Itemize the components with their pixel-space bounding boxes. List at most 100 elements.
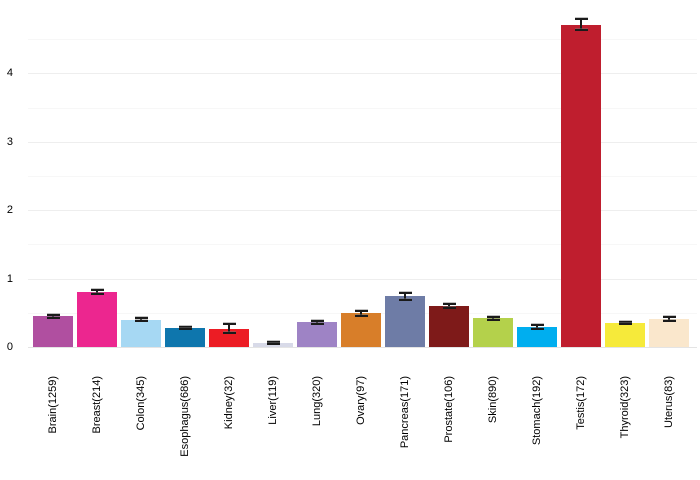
error-bar-top-cap-brain xyxy=(46,313,60,316)
error-bar-top-cap-colon xyxy=(134,317,148,320)
error-bar-line-kidney xyxy=(228,324,230,333)
error-bar-top-cap-thyroid xyxy=(618,321,632,324)
x-axis-label-text-stomach: Stomach(192) xyxy=(530,376,543,446)
bar-skin xyxy=(473,318,513,347)
error-bar-bottom-cap-stomach xyxy=(530,327,544,330)
x-axis-label-pancreas: Pancreas(171) xyxy=(383,376,427,448)
error-bar-line-uterus xyxy=(668,316,670,322)
error-bar-line-lung xyxy=(316,321,318,324)
major-gridline-y4 xyxy=(28,73,697,75)
bar-kidney xyxy=(209,328,249,347)
error-bar-bottom-cap-liver xyxy=(266,342,280,345)
bar-thyroid xyxy=(605,323,645,347)
error-bar-bottom-cap-skin xyxy=(486,318,500,321)
error-bar-bottom-cap-colon xyxy=(134,320,148,322)
x-axis-label-lung: Lung(320) xyxy=(295,376,339,426)
x-axis-label-text-thyroid: Thyroid(323) xyxy=(618,376,631,439)
error-bar-line-brain xyxy=(52,314,54,318)
x-axis-label-ovary: Ovary(97) xyxy=(339,376,383,425)
y-axis-tick-label-0: 0 xyxy=(6,341,13,353)
error-bar-bottom-cap-lung xyxy=(310,322,324,325)
error-bar-top-cap-lung xyxy=(310,320,324,322)
error-bar-top-cap-testis xyxy=(574,18,588,21)
x-axis-label-text-uterus: Uterus(83) xyxy=(662,376,675,428)
x-axis-label-text-colon: Colon(345) xyxy=(134,376,147,431)
error-bar-bottom-cap-pancreas xyxy=(398,298,412,301)
error-bar-line-stomach xyxy=(536,325,538,329)
x-axis-label-text-pancreas: Pancreas(171) xyxy=(398,376,411,449)
bar-brain xyxy=(33,316,73,347)
minor-gridline-y0.5 xyxy=(28,312,697,314)
major-gridline-y1 xyxy=(28,278,697,280)
x-axis-label-prostate: Prostate(106) xyxy=(427,376,471,443)
error-bar-line-pancreas xyxy=(404,292,406,300)
x-axis-label-text-skin: Skin(890) xyxy=(486,376,499,424)
x-axis-line xyxy=(28,347,697,348)
bar-ovary xyxy=(341,313,381,347)
y-axis-tick-label-3: 3 xyxy=(6,135,13,148)
bar-stomach xyxy=(517,327,557,347)
error-bar-bottom-cap-testis xyxy=(574,29,588,32)
x-axis-label-text-lung: Lung(320) xyxy=(310,376,323,427)
major-gridline-y3 xyxy=(28,141,697,143)
minor-gridline-y4.5 xyxy=(28,39,697,41)
error-bar-top-cap-kidney xyxy=(222,323,236,326)
error-bar-line-prostate xyxy=(448,303,450,309)
minor-gridline-y3.5 xyxy=(28,107,697,109)
x-axis-label-text-ovary: Ovary(97) xyxy=(354,376,367,425)
minor-gridline-y1.5 xyxy=(28,244,697,246)
error-bar-top-cap-ovary xyxy=(354,310,368,313)
error-bar-line-breast xyxy=(96,290,98,295)
x-axis-label-breast: Breast(214) xyxy=(75,376,119,433)
bar-uterus xyxy=(649,318,689,347)
error-bar-top-cap-esophagus xyxy=(178,326,192,329)
error-bar-line-thyroid xyxy=(624,322,626,325)
x-axis-label-kidney: Kidney(32) xyxy=(207,376,251,429)
error-bar-top-cap-pancreas xyxy=(398,291,412,294)
y-axis-tick-label-1: 1 xyxy=(6,272,13,285)
major-gridline-y2 xyxy=(28,210,697,212)
bar-pancreas xyxy=(385,296,425,347)
error-bar-line-ovary xyxy=(360,311,362,316)
x-axis-label-testis: Testis(172) xyxy=(559,376,603,430)
error-bar-bottom-cap-esophagus xyxy=(178,327,192,330)
bar-colon xyxy=(121,319,161,347)
bar-breast xyxy=(77,292,117,347)
x-axis-label-colon: Colon(345) xyxy=(119,376,163,430)
error-bar-top-cap-breast xyxy=(90,289,104,292)
error-bar-top-cap-stomach xyxy=(530,324,544,327)
error-bar-top-cap-liver xyxy=(266,340,280,343)
error-bar-top-cap-prostate xyxy=(442,302,456,305)
x-axis-label-liver: Liver(119) xyxy=(251,376,295,425)
x-axis-label-stomach: Stomach(192) xyxy=(515,376,559,445)
x-axis-label-text-brain: Brain(1259) xyxy=(46,376,59,434)
error-bar-line-colon xyxy=(140,318,142,321)
y-axis-tick-label-4: 4 xyxy=(6,67,13,80)
x-axis-label-skin: Skin(890) xyxy=(471,376,515,423)
x-axis-label-thyroid: Thyroid(323) xyxy=(603,376,647,438)
error-bar-bottom-cap-prostate xyxy=(442,307,456,310)
x-axis-label-text-testis: Testis(172) xyxy=(574,376,587,430)
x-axis-label-uterus: Uterus(83) xyxy=(647,376,691,428)
x-axis-label-text-breast: Breast(214) xyxy=(90,376,103,434)
error-bar-bottom-cap-breast xyxy=(90,293,104,296)
minor-gridline-y2.5 xyxy=(28,176,697,177)
error-bar-bottom-cap-uterus xyxy=(662,320,676,323)
bar-esophagus xyxy=(165,327,205,347)
x-axis-label-text-kidney: Kidney(32) xyxy=(222,376,235,430)
x-axis-label-text-liver: Liver(119) xyxy=(266,376,279,425)
error-bar-bottom-cap-kidney xyxy=(222,331,236,334)
bar-lung xyxy=(297,322,337,347)
x-axis-label-brain: Brain(1259) xyxy=(31,376,75,433)
bar-liver xyxy=(253,342,293,347)
error-bar-bottom-cap-ovary xyxy=(354,314,368,317)
x-axis-label-esophagus: Esophagus(686) xyxy=(163,376,207,457)
error-bar-bottom-cap-thyroid xyxy=(618,323,632,326)
error-bar-top-cap-uterus xyxy=(662,315,676,318)
error-bar-line-skin xyxy=(492,316,494,320)
error-bar-top-cap-skin xyxy=(486,315,500,318)
y-axis-tick-label-2: 2 xyxy=(6,204,13,217)
error-bar-line-liver xyxy=(272,341,274,344)
bar-testis xyxy=(561,24,601,347)
